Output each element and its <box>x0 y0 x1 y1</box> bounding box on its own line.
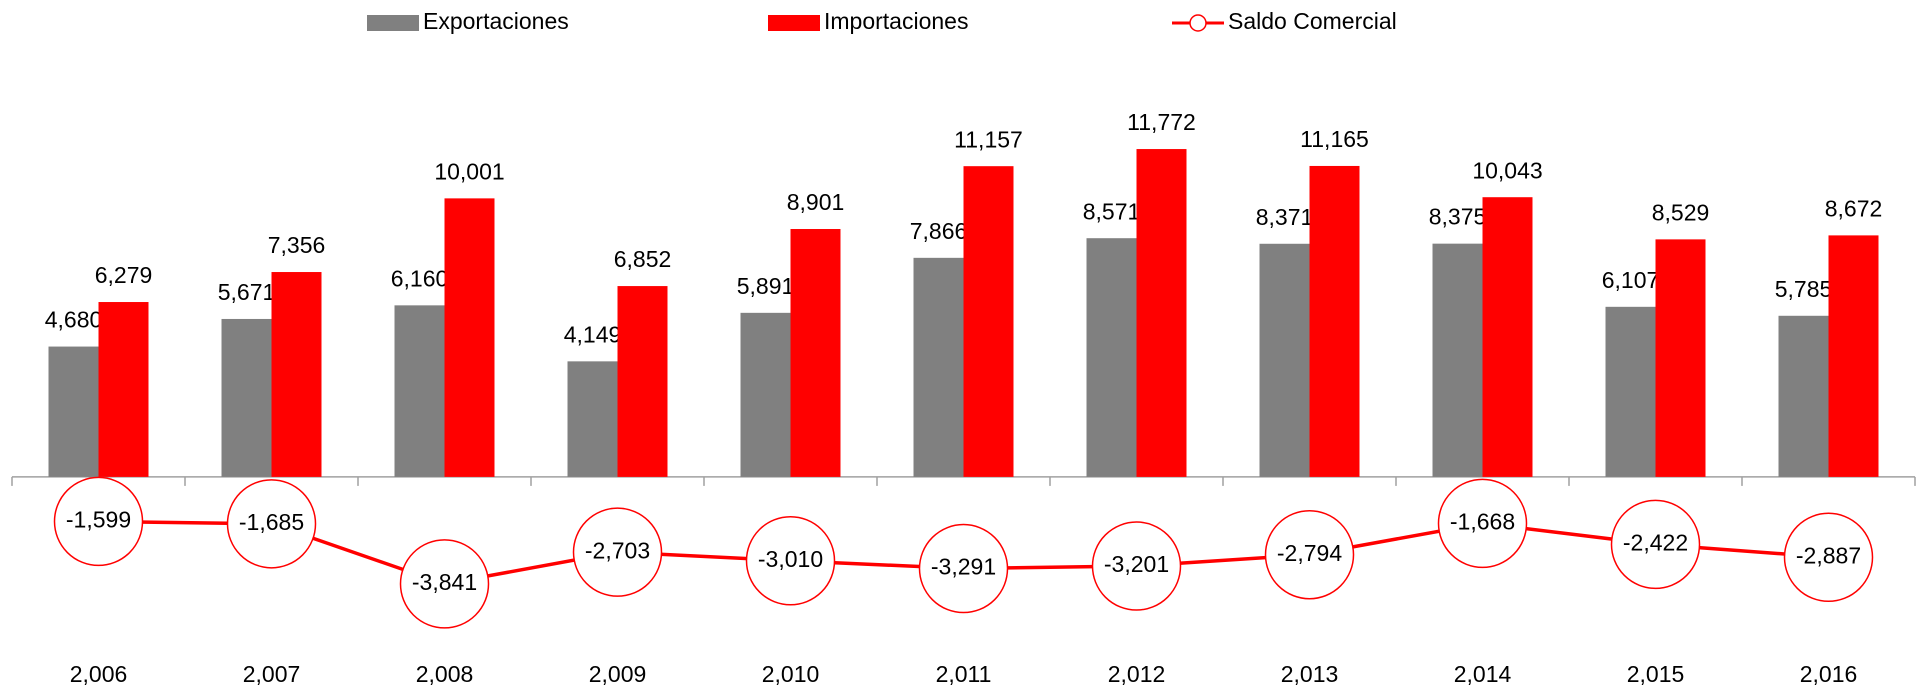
bar <box>913 257 964 477</box>
data-label: 5,891 <box>737 273 795 299</box>
data-label: -3,201 <box>1104 551 1169 577</box>
line-marker <box>918 523 1009 614</box>
data-label: 8,571 <box>1083 198 1141 224</box>
legend-label: Saldo Comercial <box>1228 8 1397 34</box>
line-marker <box>1610 499 1701 590</box>
data-label: 8,371 <box>1256 204 1314 230</box>
data-label: -1,685 <box>239 509 304 535</box>
x-tick-label: 2,009 <box>589 661 647 687</box>
data-label: 5,785 <box>1775 276 1833 302</box>
bar <box>617 286 668 477</box>
bar <box>1482 197 1533 477</box>
bar <box>1828 235 1879 477</box>
data-label: 7,356 <box>268 232 326 258</box>
data-label: 8,375 <box>1429 204 1487 230</box>
x-tick-label: 2,008 <box>416 661 474 687</box>
data-label: -2,703 <box>585 537 650 563</box>
data-label: -1,599 <box>66 507 131 533</box>
data-label: -3,841 <box>412 569 477 595</box>
bar <box>1605 306 1656 477</box>
line-marker <box>53 476 144 567</box>
bar <box>221 318 272 477</box>
bar <box>271 272 322 477</box>
x-tick-label: 2,015 <box>1627 661 1685 687</box>
data-label: 7,866 <box>910 218 968 244</box>
data-label: 10,001 <box>434 158 504 184</box>
x-tick-label: 2,007 <box>243 661 301 687</box>
line-marker <box>1091 521 1182 611</box>
line-marker <box>226 479 317 569</box>
data-label: -2,422 <box>1623 529 1688 555</box>
bar <box>963 166 1014 477</box>
bar <box>1655 239 1706 477</box>
data-label: 6,852 <box>614 246 672 272</box>
data-label: -2,887 <box>1796 542 1861 568</box>
bar <box>1309 165 1360 477</box>
legend-label: Importaciones <box>824 8 968 34</box>
data-label: 8,672 <box>1825 195 1883 221</box>
legend-swatch <box>367 15 419 31</box>
bar <box>444 198 495 477</box>
data-label: -1,668 <box>1450 508 1515 534</box>
data-label: 5,671 <box>218 279 276 305</box>
x-tick-label: 2,013 <box>1281 661 1339 687</box>
data-label: 11,772 <box>1127 109 1196 135</box>
bar <box>394 305 445 477</box>
data-label: 6,107 <box>1602 267 1660 293</box>
line-marker <box>1264 509 1355 600</box>
bar <box>1259 243 1310 477</box>
data-label: 4,680 <box>45 307 103 333</box>
data-label: 8,529 <box>1652 199 1710 225</box>
line-marker <box>399 539 490 629</box>
x-tick-label: 2,014 <box>1454 661 1512 687</box>
bar <box>740 312 791 477</box>
bar <box>1136 149 1187 477</box>
data-label: 10,043 <box>1472 157 1542 183</box>
line-marker <box>1437 478 1528 569</box>
legend-swatch <box>1189 14 1207 32</box>
x-tick-label: 2,006 <box>70 661 128 687</box>
data-label: 4,149 <box>564 321 622 347</box>
bar <box>48 346 99 477</box>
line-marker <box>745 515 836 606</box>
bar <box>1778 315 1829 477</box>
data-label: -3,010 <box>758 546 823 572</box>
data-label: 6,279 <box>95 262 153 288</box>
legend-swatch <box>768 15 820 31</box>
legend-label: Exportaciones <box>423 8 569 34</box>
data-label: 11,157 <box>954 126 1023 152</box>
data-label: 11,165 <box>1300 126 1369 152</box>
x-tick-label: 2,010 <box>762 661 820 687</box>
x-tick-label: 2,016 <box>1800 661 1858 687</box>
data-label: -3,291 <box>931 554 996 580</box>
bar <box>790 229 841 477</box>
bar <box>98 302 149 477</box>
bar <box>567 361 618 477</box>
line-marker <box>1783 512 1874 603</box>
x-tick-label: 2,012 <box>1108 661 1166 687</box>
bar <box>1086 238 1137 477</box>
data-label: -2,794 <box>1277 540 1342 566</box>
data-label: 6,160 <box>391 265 449 291</box>
data-label: 8,901 <box>787 189 845 215</box>
line-marker <box>572 507 663 597</box>
x-tick-label: 2,011 <box>936 661 992 687</box>
bar <box>1432 243 1483 477</box>
